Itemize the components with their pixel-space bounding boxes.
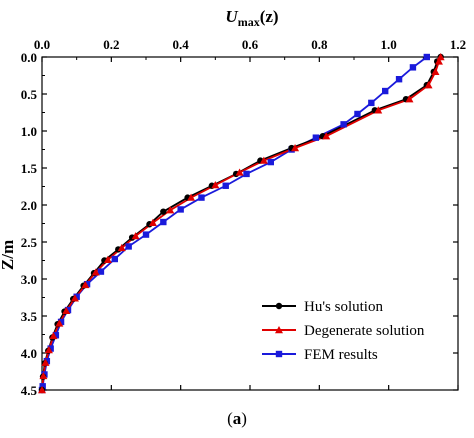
data-point-square — [382, 87, 389, 95]
data-point-triangle — [55, 319, 64, 327]
caption-letter: a — [233, 409, 242, 428]
data-point-square — [97, 268, 105, 275]
data-point-triangle — [38, 386, 46, 394]
data-point-triangle — [41, 358, 50, 366]
data-point-triangle — [259, 156, 268, 164]
data-point-triangle — [405, 95, 414, 103]
data-point-square — [142, 231, 150, 238]
y-tick-label: 0.0 — [21, 50, 37, 65]
plot-frame — [41, 56, 459, 391]
data-point-square — [198, 194, 205, 201]
data-point-square — [243, 170, 250, 178]
y-tick-label: 3.5 — [21, 309, 38, 324]
data-point-triangle — [211, 181, 220, 189]
data-point-square — [222, 182, 229, 189]
data-point-square — [312, 134, 320, 141]
y-tick-label: 4.5 — [21, 383, 38, 398]
data-point-triangle — [70, 294, 79, 302]
data-point-square — [368, 99, 375, 107]
data-point-triangle — [291, 144, 300, 152]
x-tick-label: 0.4 — [173, 37, 190, 52]
data-point-triangle — [39, 371, 48, 380]
axis-ticks: 0.0 0.2 0.4 0.6 0.8 1.0 1.2 0.0 0.5 1.0 1.5 2.0 2.5 3… — [21, 37, 466, 398]
legend-label: Degenerate solution — [304, 323, 425, 339]
x-tick-label: 1.2 — [450, 37, 466, 52]
data-point-square — [73, 293, 80, 300]
x-axis-title-main: U — [225, 7, 238, 26]
x-tick-label: 1.0 — [381, 37, 397, 52]
y-tick-label: 3.0 — [21, 272, 37, 287]
data-point-triangle — [131, 232, 140, 240]
data-point-triangle — [117, 243, 126, 252]
y-tick-label: 2.0 — [21, 198, 37, 213]
data-point-square — [423, 53, 430, 61]
y-tick-label: 1.5 — [21, 161, 38, 176]
series-line-circle — [41, 56, 442, 391]
data-point-triangle — [424, 81, 433, 89]
x-axis-title-suffix: (z) — [260, 7, 279, 26]
data-point-square — [395, 76, 403, 83]
data-point-triangle — [431, 67, 440, 75]
data-point-square — [267, 158, 274, 166]
data-point-triangle — [81, 280, 90, 289]
data-point-square — [47, 345, 54, 352]
data-point-triangle — [434, 57, 443, 65]
x-tick-label: 0.0 — [34, 37, 50, 52]
legend-label: FEM results — [304, 347, 378, 363]
y-tick-label: 1.0 — [21, 124, 37, 139]
figure-caption: (a) — [227, 409, 247, 428]
y-axis-title: Z/m — [0, 240, 17, 270]
data-point-triangle — [187, 193, 196, 201]
data-point-square — [160, 218, 167, 226]
data-point-triangle — [103, 255, 112, 263]
series-markers — [38, 53, 445, 394]
x-tick-label: 0.8 — [311, 37, 328, 52]
y-tick-label: 2.5 — [21, 235, 38, 250]
series-line-triangle — [41, 56, 442, 391]
legend-marker-circle — [275, 302, 283, 310]
data-point-square — [39, 383, 46, 390]
data-point-triangle — [49, 331, 58, 340]
data-point-triangle — [322, 132, 331, 140]
legend-marker-square — [275, 350, 283, 358]
data-point-square — [57, 318, 65, 326]
data-point-triangle — [148, 218, 157, 226]
y-tick-label: 4.0 — [21, 346, 37, 361]
series-lines — [41, 56, 442, 391]
legend-marker-triangle — [275, 326, 283, 334]
data-point-triangle — [91, 268, 100, 276]
data-point-circle — [160, 208, 167, 215]
data-point-triangle — [166, 206, 175, 214]
y-tick-label: 0.5 — [21, 87, 38, 102]
legend: Hu's solution Degenerate solution FEM resu… — [262, 299, 425, 363]
data-point-square — [125, 243, 132, 250]
data-point-square — [409, 64, 417, 71]
x-tick-label: 0.6 — [242, 37, 259, 52]
x-tick-label: 0.2 — [103, 37, 119, 52]
caption-close: ) — [241, 409, 247, 428]
data-point-triangle — [374, 106, 383, 114]
data-point-square — [354, 110, 361, 118]
caption-open: ( — [227, 409, 233, 428]
series-line-square — [41, 56, 428, 391]
data-point-square — [52, 332, 60, 339]
x-axis-title-sub: max — [238, 15, 260, 29]
data-point-square — [340, 121, 347, 128]
data-point-square — [177, 206, 184, 213]
legend-label: Hu's solution — [304, 299, 383, 315]
data-point-triangle — [44, 346, 53, 354]
data-point-triangle — [235, 168, 244, 176]
data-point-triangle — [62, 306, 71, 315]
x-axis-title: Umax(z) — [225, 7, 278, 29]
data-point-square — [111, 255, 118, 263]
